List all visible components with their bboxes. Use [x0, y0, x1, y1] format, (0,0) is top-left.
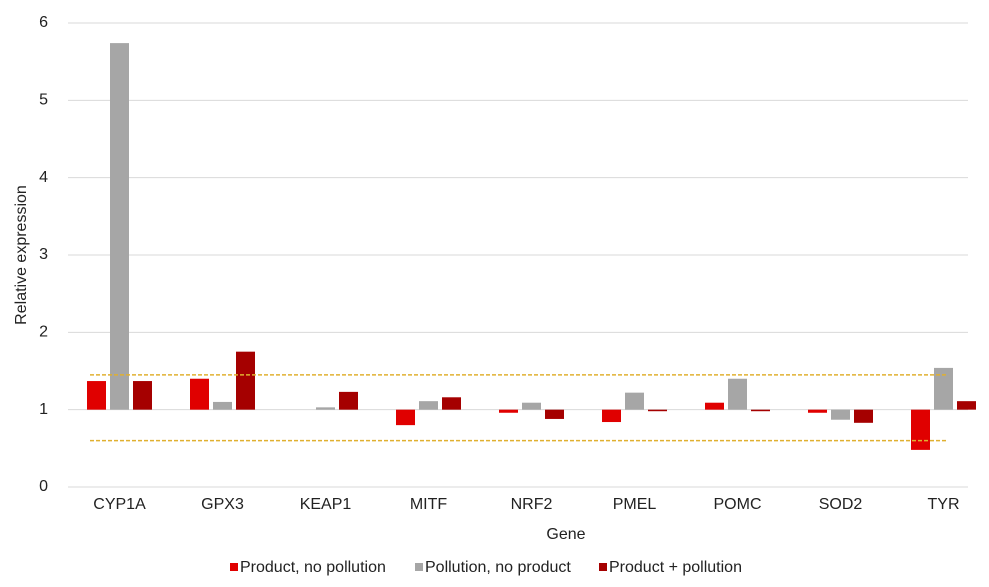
legend-label: Product + pollution [609, 559, 742, 576]
bar [751, 409, 770, 412]
bar [133, 381, 152, 410]
x-tick-label: POMC [714, 496, 762, 513]
bar [625, 392, 644, 410]
y-tick-label: 3 [39, 246, 48, 263]
legend-swatch [599, 563, 607, 571]
bar [808, 409, 827, 413]
bar [396, 409, 415, 426]
bar [236, 351, 255, 410]
bar [545, 409, 564, 419]
bar [911, 409, 930, 450]
bar [728, 378, 747, 410]
x-tick-label: NRF2 [511, 496, 553, 513]
bar [110, 43, 129, 410]
x-tick-label: PMEL [613, 496, 657, 513]
bar [934, 367, 953, 410]
y-axis-label: Relative expression [13, 185, 30, 325]
bar [705, 402, 724, 410]
x-tick-label: MITF [410, 496, 448, 513]
y-tick-label: 2 [39, 324, 48, 341]
bar [957, 401, 976, 410]
y-tick-label: 6 [39, 14, 48, 31]
bar [419, 401, 438, 410]
y-tick-label: 0 [39, 478, 48, 495]
bar [831, 409, 850, 420]
bar [499, 409, 518, 413]
x-axis-label: Gene [546, 526, 585, 543]
x-tick-label: CYP1A [93, 496, 146, 513]
y-tick-label: 4 [39, 169, 48, 186]
bar [213, 401, 232, 410]
bar [316, 407, 335, 410]
x-tick-label: SOD2 [819, 496, 863, 513]
legend-swatch [415, 563, 423, 571]
legend-swatch [230, 563, 238, 571]
x-tick-label: GPX3 [201, 496, 244, 513]
bar [854, 409, 873, 423]
y-tick-label: 5 [39, 92, 48, 109]
x-tick-label: KEAP1 [300, 496, 352, 513]
legend-label: Pollution, no product [425, 559, 571, 576]
bar [602, 409, 621, 423]
x-tick-label: TYR [928, 496, 960, 513]
bar [442, 397, 461, 410]
y-tick-label: 1 [39, 401, 48, 418]
bar [648, 409, 667, 412]
bar [339, 391, 358, 410]
bar [87, 381, 106, 410]
legend-label: Product, no pollution [240, 559, 386, 576]
bar [190, 378, 209, 410]
bar [522, 402, 541, 410]
